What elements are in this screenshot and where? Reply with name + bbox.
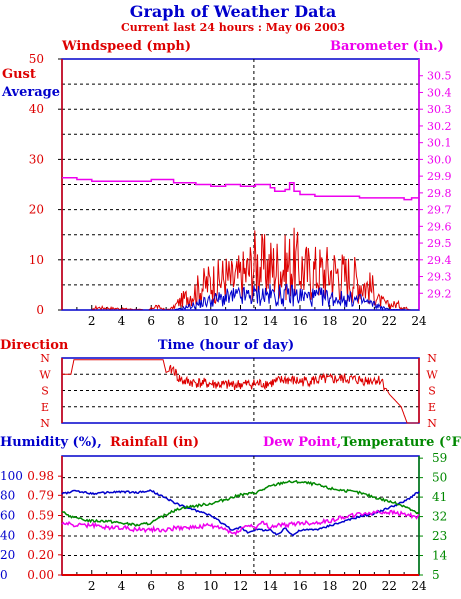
barometer-axis-title: Barometer (in.) (330, 39, 444, 54)
direction-tick-label-left: N (40, 417, 50, 430)
y-tick-label-temp: 14 (432, 549, 448, 563)
direction-tick-label-right: N (427, 417, 437, 430)
humidity-axis-title: Humidity (%), (0, 435, 102, 450)
y-tick-label-right: 29.5 (427, 237, 452, 250)
x-tick-label: 6 (147, 314, 155, 328)
y-tick-label-right: 30.0 (427, 153, 452, 166)
direction-tick-label-right: W (426, 368, 438, 381)
y-tick-label-left: 30 (29, 152, 44, 166)
y-tick-label-left: 40 (29, 102, 44, 116)
x-tick-label: 10 (203, 579, 218, 593)
chart-subtitle: Current last 24 hours : May 06 2003 (121, 21, 345, 34)
x-tick-label: 16 (292, 579, 307, 593)
y-tick-label-right: 30.5 (427, 70, 452, 83)
y-tick-label-right: 29.9 (427, 170, 452, 183)
x-axis-title: Time (hour of day) (158, 338, 294, 353)
x-tick-label: 2 (88, 579, 96, 593)
y-tick-label-left: 50 (29, 52, 44, 66)
windspeed-axis-title: Windspeed (mph) (61, 39, 191, 54)
y-tick-label-humidity: 80 (0, 489, 15, 503)
y-tick-label-rain: 0.79 (27, 488, 54, 502)
direction-tick-label-left: E (41, 401, 49, 414)
y-tick-label-rain: 0.00 (27, 568, 54, 582)
y-tick-label-right: 29.4 (427, 254, 452, 267)
x-tick-label: 8 (177, 579, 185, 593)
y-tick-label-right: 30.1 (427, 137, 452, 150)
temperature-axis-title: Temperature (°F) (341, 435, 461, 450)
x-tick-label: 8 (177, 314, 185, 328)
y-tick-label-right: 29.7 (427, 204, 452, 217)
direction-tick-label-left: W (39, 368, 51, 381)
plot-frame-direction (61, 357, 420, 424)
y-tick-label-temp: 59 (432, 451, 447, 465)
series-line-temperature (61, 479, 420, 527)
series-line-humidity (61, 489, 420, 537)
y-tick-label-right: 29.2 (427, 287, 452, 300)
x-tick-label: 22 (382, 314, 397, 328)
y-tick-label-rain: 0.39 (27, 529, 54, 543)
x-tick-label: 14 (263, 314, 279, 328)
direction-tick-label-right: S (428, 385, 436, 398)
x-tick-label: 24 (411, 579, 427, 593)
direction-axis-title: Direction (0, 338, 69, 353)
y-tick-label-rain: 0.59 (27, 509, 54, 523)
y-tick-label-right: 30.2 (427, 120, 452, 133)
series-line-average (62, 283, 419, 311)
legend-gust: Gust (2, 67, 36, 82)
y-tick-label-temp: 41 (432, 490, 447, 504)
y-tick-label-temp: 32 (432, 510, 447, 524)
x-tick-label: 22 (382, 579, 397, 593)
x-tick-label: 18 (322, 579, 337, 593)
y-tick-label-right: 29.6 (427, 220, 452, 233)
y-tick-label-right: 29.3 (427, 271, 452, 284)
y-tick-label-right: 30.4 (427, 86, 452, 99)
y-tick-label-temp: 5 (432, 568, 440, 582)
direction-tick-label-right: E (428, 401, 436, 414)
direction-tick-label-left: N (40, 352, 50, 365)
x-tick-label: 20 (352, 314, 367, 328)
y-tick-label-humidity: 40 (0, 528, 15, 542)
rainfall-axis-title: Rainfall (in) (110, 435, 199, 450)
y-tick-label-left: 20 (29, 203, 44, 217)
y-tick-label-temp: 23 (432, 529, 447, 543)
x-tick-label: 4 (118, 314, 126, 328)
x-tick-label: 12 (233, 579, 248, 593)
legend-average: Average (1, 85, 60, 100)
x-tick-label: 4 (118, 579, 126, 593)
y-tick-label-humidity: 20 (0, 548, 15, 562)
y-tick-label-left: 0 (36, 303, 44, 317)
y-tick-label-temp: 50 (432, 471, 447, 485)
direction-tick-label-left: S (41, 385, 49, 398)
x-tick-label: 10 (203, 314, 218, 328)
x-tick-label: 14 (263, 579, 279, 593)
y-tick-label-rain: 0.98 (27, 469, 54, 483)
series-line-direction (62, 359, 419, 424)
x-tick-label: 2 (88, 314, 96, 328)
y-tick-label-right: 29.8 (427, 187, 452, 200)
series-line-barometer (62, 177, 419, 201)
y-tick-label-right: 30.3 (427, 103, 452, 116)
dewpoint-axis-title: Dew Point, (263, 435, 341, 450)
y-tick-label-humidity: 0 (0, 568, 8, 582)
y-tick-label-humidity: 100 (0, 469, 23, 483)
series-line-gust (62, 227, 419, 311)
x-tick-label: 12 (233, 314, 248, 328)
y-tick-label-left: 10 (29, 253, 44, 267)
series-line-dew-point (61, 509, 420, 536)
y-tick-label-humidity: 60 (0, 509, 15, 523)
y-tick-label-rain: 0.20 (27, 548, 54, 562)
chart-title: Graph of Weather Data (130, 2, 336, 21)
x-tick-label: 20 (352, 579, 367, 593)
x-tick-label: 18 (322, 314, 337, 328)
x-tick-label: 24 (411, 314, 427, 328)
x-tick-label: 16 (292, 314, 307, 328)
direction-tick-label-right: N (427, 352, 437, 365)
x-tick-label: 6 (147, 579, 155, 593)
